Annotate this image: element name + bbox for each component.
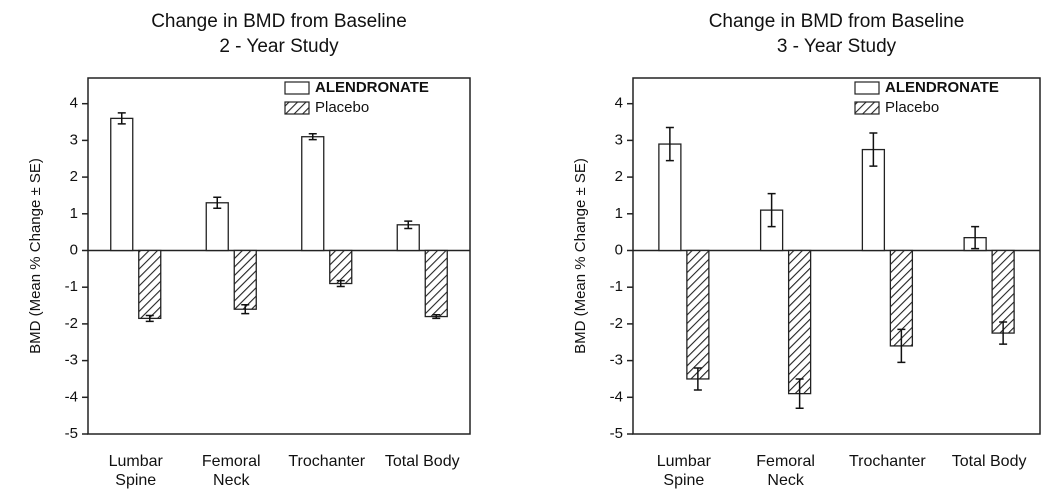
x-tick-label: Total Body	[384, 453, 460, 470]
legend-label: ALENDRONATE	[885, 79, 999, 96]
chart-title: Change in BMD from Baseline	[151, 11, 407, 32]
y-tick-label: 3	[70, 131, 78, 148]
legend-label: Placebo	[315, 99, 369, 116]
x-tick-label: Trochanter	[288, 453, 366, 470]
bar	[110, 117, 134, 252]
y-tick-label: -3	[65, 352, 78, 369]
legend-swatch	[854, 101, 880, 115]
error-bar	[795, 378, 804, 410]
legend-label: Placebo	[885, 99, 939, 116]
bar	[686, 249, 710, 380]
bar	[233, 249, 257, 310]
bar	[301, 136, 325, 252]
bar	[424, 249, 448, 318]
y-tick-label: -5	[610, 425, 623, 442]
legend-label: ALENDRONATE	[315, 79, 429, 96]
error-bar	[213, 196, 222, 210]
bar	[205, 202, 229, 252]
x-tick-label: Femoral Neck	[201, 453, 261, 489]
error-bar	[432, 313, 441, 320]
y-tick-label: -5	[65, 425, 78, 442]
y-axis-label: BMD (Mean % Change ± SE)	[572, 158, 589, 354]
x-tick-label: Trochanter	[848, 453, 926, 470]
y-tick-label: 4	[70, 95, 78, 112]
x-tick-label: Total Body	[951, 453, 1027, 470]
chart-subtitle: 3 - Year Study	[777, 36, 897, 57]
y-tick-label: -2	[610, 315, 623, 332]
legend-swatch	[284, 101, 310, 115]
error-bar	[308, 133, 317, 141]
error-bar	[665, 126, 674, 162]
error-bar	[869, 132, 878, 167]
y-tick-label: 3	[615, 131, 623, 148]
bar	[991, 249, 1015, 334]
plot-frame	[87, 77, 471, 435]
error-bar	[404, 220, 413, 230]
y-tick-label: -4	[610, 388, 623, 405]
y-tick-label: 2	[70, 168, 78, 185]
error-bar	[971, 225, 980, 250]
x-tick-label: Lumbar Spine	[656, 453, 711, 489]
y-tick-label: -2	[65, 315, 78, 332]
bar	[329, 249, 353, 285]
error-bar	[241, 304, 250, 315]
x-tick-label: Femoral Neck	[756, 453, 815, 489]
y-tick-label: -3	[610, 352, 623, 369]
y-tick-label: -1	[610, 278, 623, 295]
y-tick-label: -4	[65, 388, 78, 405]
error-bar	[693, 367, 702, 391]
error-bar	[336, 279, 345, 288]
legend-swatch	[284, 81, 310, 95]
legend-swatch	[854, 81, 880, 95]
y-tick-label: 0	[70, 241, 78, 258]
plot-frame	[632, 77, 1041, 435]
x-tick-label: Lumbar Spine	[108, 453, 163, 489]
y-tick-label: 0	[615, 241, 623, 258]
chart-subtitle: 2 - Year Study	[219, 36, 339, 57]
bar	[138, 249, 162, 320]
error-bar	[117, 112, 126, 125]
y-tick-label: 1	[615, 205, 623, 222]
chart-title: Change in BMD from Baseline	[709, 11, 965, 32]
y-tick-label: 2	[615, 168, 623, 185]
error-bar	[767, 192, 776, 228]
y-tick-label: 1	[70, 205, 78, 222]
bar	[787, 249, 812, 395]
y-axis-label: BMD (Mean % Change ± SE)	[27, 158, 44, 354]
error-bar	[145, 314, 154, 323]
y-tick-label: 4	[615, 95, 623, 112]
y-tick-label: -1	[65, 278, 78, 295]
error-bar	[897, 328, 906, 364]
error-bar	[999, 321, 1008, 345]
